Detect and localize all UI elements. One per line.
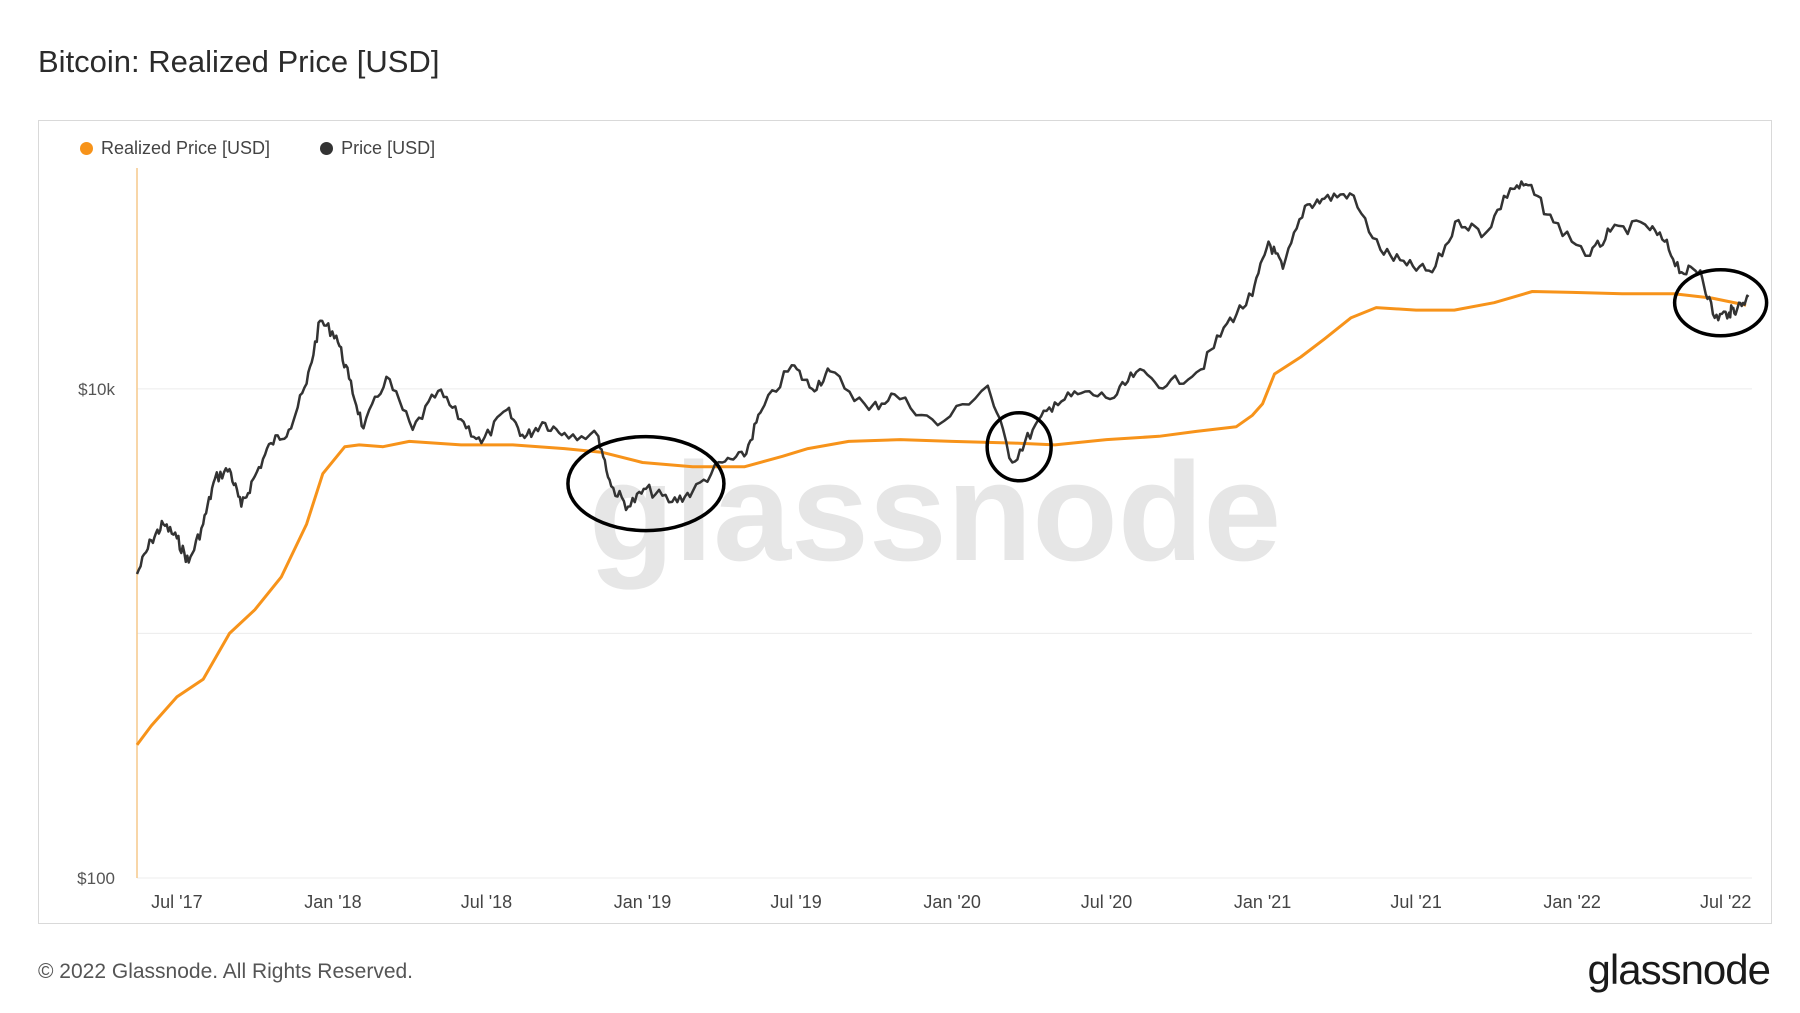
chart-panel	[38, 120, 1772, 924]
x-tick-label: Jan '19	[614, 892, 671, 912]
x-tick-label: Jul '20	[1081, 892, 1132, 912]
x-tick-label: Jan '22	[1543, 892, 1600, 912]
legend-item-price[interactable]: Price [USD]	[320, 138, 435, 159]
legend: Realized Price [USD] Price [USD]	[80, 138, 485, 159]
legend-dot-icon	[320, 142, 334, 155]
y-tick-label: $100	[77, 869, 115, 888]
x-tick-label: Jan '18	[304, 892, 361, 912]
x-tick-label: Jan '21	[1234, 892, 1291, 912]
x-tick-label: Jul '22	[1700, 892, 1751, 912]
x-tick-label: Jul '18	[461, 892, 512, 912]
watermark-text: glassnode	[589, 433, 1281, 590]
legend-dot-icon	[80, 142, 93, 155]
annotation-circle	[566, 434, 726, 533]
series-line-realized-price-usd	[135, 290, 1747, 746]
x-tick-label: Jul '21	[1390, 892, 1441, 912]
series-line-price-usd	[135, 180, 1750, 575]
chart-title: Bitcoin: Realized Price [USD]	[38, 44, 440, 79]
copyright-footer: © 2022 Glassnode. All Rights Reserved.	[38, 960, 414, 983]
y-tick-label: $10k	[78, 380, 115, 399]
x-tick-label: Jul '19	[770, 892, 821, 912]
glassnode-logo: glassnode	[1587, 946, 1771, 993]
annotation-circle	[985, 410, 1053, 483]
legend-item-realized-price[interactable]: Realized Price [USD]	[80, 138, 270, 159]
annotation-circle	[1672, 267, 1769, 338]
x-tick-label: Jan '20	[923, 892, 980, 912]
legend-label: Realized Price [USD]	[101, 138, 271, 158]
x-tick-label: Jul '17	[151, 892, 202, 912]
legend-label: Price [USD]	[341, 138, 436, 158]
